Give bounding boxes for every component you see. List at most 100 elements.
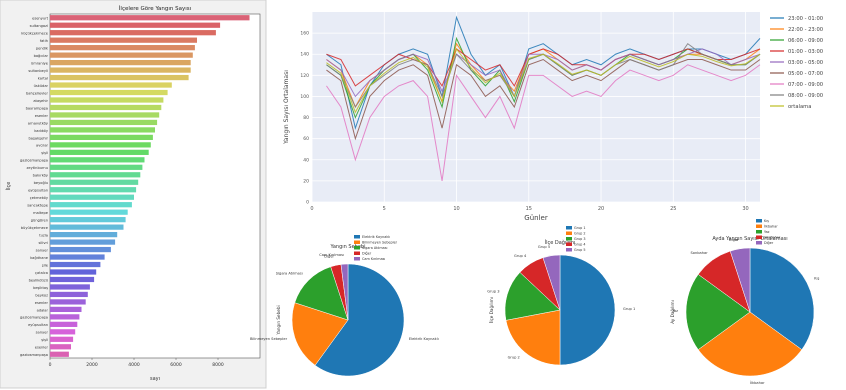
bar bbox=[50, 112, 160, 118]
bar bbox=[50, 157, 145, 163]
bar bbox=[50, 22, 221, 28]
pie-slice-label: Yaz bbox=[672, 309, 678, 313]
y-tick-label: 100 bbox=[300, 94, 309, 100]
bar-category-label: gaziosmanpaşa bbox=[20, 159, 48, 163]
bar-category-label: sarıyer bbox=[36, 248, 49, 252]
bar-category-label: gaziosmanpaşa bbox=[20, 316, 48, 320]
pie-slice bbox=[697, 311, 803, 377]
pie-slice-label: İlkbahar bbox=[750, 380, 765, 385]
y-tick-label: 60 bbox=[303, 136, 309, 142]
x-tick-label: 2000 bbox=[86, 362, 98, 368]
bar bbox=[50, 202, 132, 208]
pie-legend-swatch bbox=[566, 226, 572, 230]
bar-category-label: başakşehir bbox=[29, 136, 49, 140]
bar-category-label: kartal bbox=[38, 76, 48, 80]
pie-legend-swatch bbox=[566, 231, 572, 235]
bar-category-label: esenler bbox=[35, 114, 49, 118]
pie-legend-swatch bbox=[756, 235, 762, 239]
bar-category-label: esenyurt bbox=[32, 17, 48, 21]
pie-slice-label: Diğer bbox=[324, 255, 334, 259]
bar-category-label: güngören bbox=[31, 219, 48, 223]
y-tick-label: 80 bbox=[303, 115, 309, 121]
pie-legend-label: Cam Kırılması bbox=[362, 257, 385, 261]
bar bbox=[50, 187, 137, 193]
bar bbox=[50, 30, 216, 36]
pie-legend-swatch bbox=[354, 240, 360, 244]
pie-legend-label: Grup 5 bbox=[574, 248, 586, 252]
pie-y-axis-label: Yangın Sebebi bbox=[276, 305, 281, 335]
bar bbox=[50, 127, 155, 133]
bar-category-label: sarıyer bbox=[36, 331, 49, 335]
y-tick-label: 0 bbox=[306, 200, 309, 206]
legend-label: 22:00 - 23:00 bbox=[788, 27, 823, 33]
bar bbox=[50, 306, 82, 313]
pie-legend-swatch bbox=[354, 246, 360, 250]
bar bbox=[50, 351, 69, 357]
pie-slice-label: Diğer bbox=[729, 238, 739, 242]
bar bbox=[50, 97, 164, 103]
pie-legend-label: Grup 1 bbox=[574, 226, 586, 230]
bar-category-label: avcılar bbox=[36, 144, 49, 148]
pie-slice-label: Cam Kırılması bbox=[319, 253, 344, 257]
bar bbox=[50, 59, 191, 66]
line-plot-area bbox=[312, 12, 760, 202]
bar bbox=[50, 291, 88, 298]
bar bbox=[50, 284, 90, 290]
bar bbox=[50, 269, 97, 275]
bar-category-label: ümraniye bbox=[31, 61, 49, 65]
legend-label: ortalama bbox=[788, 104, 811, 110]
pie-slice-label: Elektrik Kaynaklı bbox=[409, 337, 439, 341]
series-line bbox=[326, 64, 761, 181]
bar-category-label: maltepe bbox=[33, 211, 49, 215]
pie-slice bbox=[685, 274, 751, 350]
pie-legend-label: Sonbahar bbox=[764, 236, 781, 240]
pie-title: Ayda Yangın Sayısı Ortalaması bbox=[712, 236, 787, 242]
y-tick-label: 160 bbox=[300, 31, 309, 37]
bar bbox=[50, 89, 168, 96]
pie-legend-label: Sigara Atılması bbox=[362, 246, 387, 250]
bar-category-label: sancaktepe bbox=[27, 204, 49, 208]
bar bbox=[50, 209, 128, 215]
pie-slice bbox=[749, 247, 815, 350]
bar-category-label: adalar bbox=[37, 308, 49, 312]
bar-category-label: sultangazi bbox=[30, 24, 48, 28]
bar bbox=[50, 37, 197, 43]
pie-legend-swatch bbox=[566, 242, 572, 246]
bar bbox=[50, 149, 149, 155]
pie-slice-label: Kış bbox=[814, 276, 819, 280]
bar bbox=[50, 104, 162, 111]
x-tick-label: 6000 bbox=[170, 362, 182, 368]
pie-slice-label: Grup 1 bbox=[623, 307, 635, 311]
pie-slice-label: Sonbahar bbox=[690, 251, 708, 255]
bar-category-label: esenler bbox=[35, 346, 49, 350]
bar bbox=[50, 329, 76, 335]
pie-slice bbox=[729, 247, 751, 313]
bar-category-label: büyükçekmece bbox=[21, 226, 49, 230]
x-tick-label: 4000 bbox=[128, 362, 140, 368]
bar-category-label: bayrampaşa bbox=[26, 106, 48, 110]
bar-plot-area bbox=[49, 13, 261, 359]
pie-legend-swatch bbox=[354, 251, 360, 255]
bar-category-label: küçükçekmece bbox=[21, 32, 49, 36]
bar bbox=[50, 217, 126, 223]
pie-legend-label: Grup 4 bbox=[574, 243, 586, 247]
bar-category-label: kağıthane bbox=[30, 256, 49, 260]
bar-category-label: beykoz bbox=[35, 293, 48, 297]
x-tick-label: 10 bbox=[453, 206, 459, 212]
bar-category-label: şile bbox=[42, 263, 49, 267]
bar bbox=[50, 336, 74, 342]
x-tick-label: 5 bbox=[383, 206, 386, 212]
bar bbox=[50, 45, 195, 51]
bar bbox=[50, 52, 193, 58]
bar-category-label: tuzla bbox=[39, 233, 48, 237]
pie-title: Yangın Sebebi bbox=[330, 244, 366, 250]
pie-legend-label: Grup 3 bbox=[574, 237, 586, 241]
bar bbox=[50, 134, 153, 141]
bar bbox=[50, 164, 143, 170]
pie-slice bbox=[559, 254, 616, 366]
pie-slice-label: Bilinmeyen Sebepler bbox=[250, 337, 288, 341]
line-y-axis-label: Yangın Sayısı Ortalaması bbox=[283, 70, 290, 145]
bar bbox=[50, 67, 191, 73]
bar-category-label: pendik bbox=[36, 47, 49, 51]
x-tick-label: 8000 bbox=[212, 362, 224, 368]
